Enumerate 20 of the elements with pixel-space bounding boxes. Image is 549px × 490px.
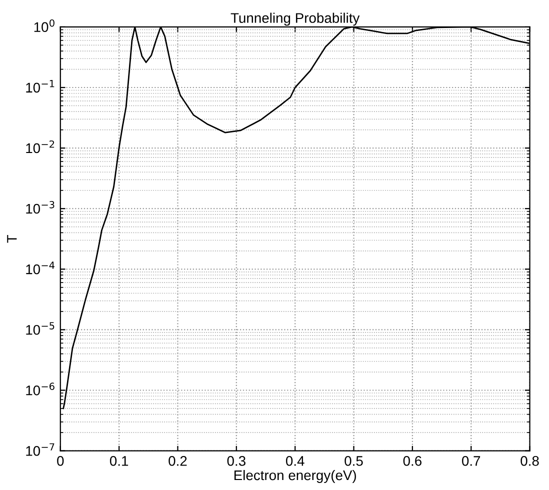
y-axis-title: T: [7, 234, 17, 243]
y-tick-label: 10$^{−7}$: [26, 443, 54, 456]
y-tick-label: 10$^{−6}$: [26, 382, 54, 396]
x-tick-label: 0.7: [462, 456, 480, 466]
x-tick-label: 0.4: [286, 456, 304, 466]
x-tick-label: 0: [57, 456, 64, 466]
y-tick-label: 10$^{−1}$: [26, 80, 54, 93]
y-tick-label: 10$^{−2}$: [26, 140, 54, 154]
x-tick-label: 0.8: [520, 456, 539, 466]
y-tick-label: 10$^{−3}$: [26, 200, 54, 214]
chart-title: Tunneling Probability: [230, 12, 360, 26]
x-tick-label: 0.5: [344, 456, 363, 466]
y-tick-label: 10$^{−4}$: [26, 262, 54, 274]
x-tick-label: 0.3: [227, 456, 246, 466]
y-tick-label: 10$^{−5}$: [26, 322, 54, 335]
x-tick-label: 0.2: [168, 456, 187, 466]
x-tick-label: 0.6: [403, 456, 422, 466]
y-tick-label: 10$^{0}$: [34, 19, 54, 32]
x-tick-label: 0.1: [110, 456, 128, 466]
x-axis-title: Electron energy(eV): [234, 470, 356, 483]
